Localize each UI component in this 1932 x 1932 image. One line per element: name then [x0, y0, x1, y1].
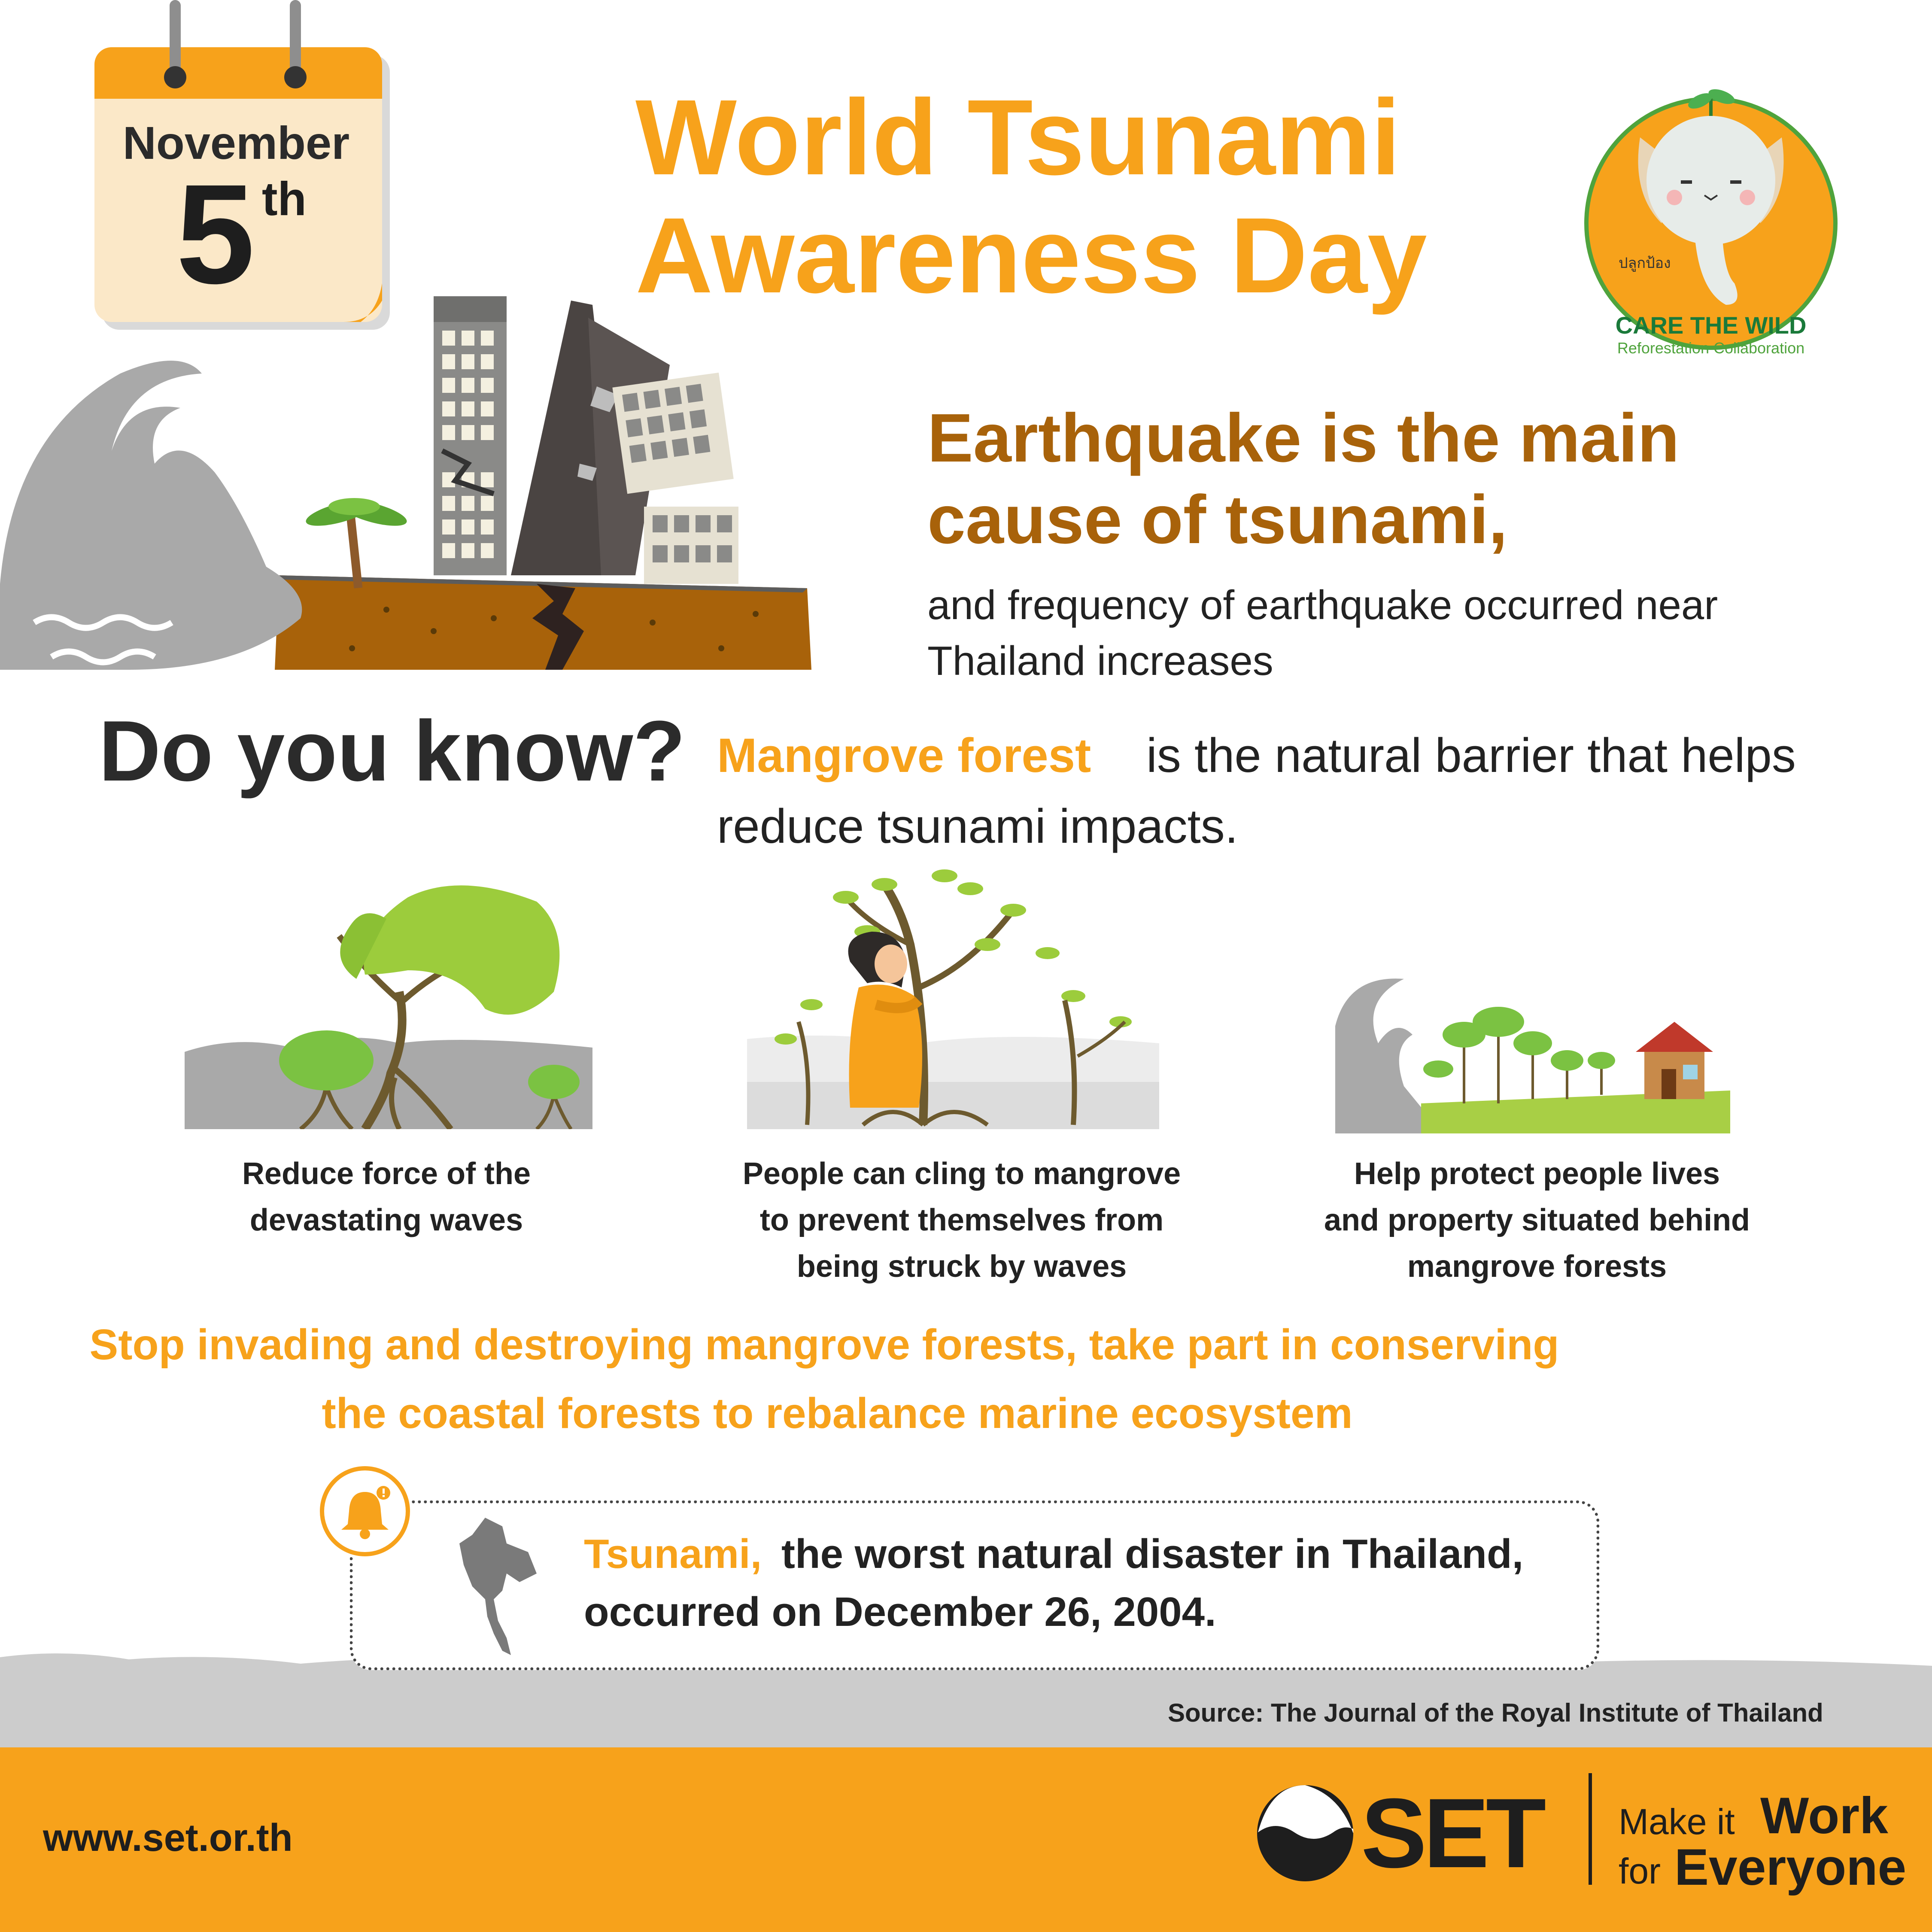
- elephant-mascot-icon: [1638, 89, 1784, 305]
- earthquake-headline-line1: Earthquake is the main: [927, 399, 1680, 476]
- logo-name: CARE THE WILD: [1615, 312, 1807, 339]
- calendar-rings-icon: [164, 0, 307, 88]
- logo-thai-label: ปลูกป้อง: [1619, 255, 1671, 271]
- mangrove-highlight: Mangrove forest: [717, 729, 1091, 782]
- tagline-everyone: Everyone: [1674, 1838, 1907, 1896]
- tagline-make-it: Make it: [1619, 1801, 1735, 1842]
- calendar: November 5 th: [94, 47, 382, 322]
- benefit-caption-2: People can cling to mangrove to prevent …: [704, 1151, 1219, 1290]
- benefit-caption-3-line2: and property situated behind: [1324, 1203, 1750, 1237]
- benefit-caption-1: Reduce force of the devastating waves: [172, 1151, 601, 1243]
- person-cling-tree-icon: [747, 869, 1159, 1129]
- calendar-day-suffix: th: [262, 173, 307, 225]
- earthquake-body-line1: and frequency of earthquake occurred nea…: [927, 582, 1718, 628]
- tagline-for: for: [1619, 1851, 1661, 1891]
- tsunami-city-illustration: [0, 296, 811, 670]
- notice-text-line1: the worst natural disaster in Thailand,: [781, 1531, 1524, 1577]
- calendar-month: November: [122, 117, 350, 169]
- house-protected-icon: [1335, 978, 1730, 1133]
- page-title-line1: World Tsunami: [635, 77, 1401, 197]
- logo-subtitle: Reforestation Collaboration: [1617, 339, 1805, 357]
- earthquake-headline-line2: cause of tsunami,: [927, 481, 1508, 558]
- care-the-wild-logo: [1584, 97, 1838, 350]
- benefit-caption-3-line1: Help protect people lives: [1354, 1157, 1720, 1191]
- benefit-caption-2-line2: to prevent themselves from: [759, 1203, 1164, 1237]
- mangrove-text-line2: reduce tsunami impacts.: [717, 799, 1238, 853]
- notice-text-line2: occurred on December 26, 2004.: [584, 1589, 1216, 1635]
- bottom-hills-decoration: [0, 1653, 1932, 1752]
- mangrove-roots-icon: [185, 885, 592, 1129]
- do-you-know-heading: Do you know?: [99, 703, 686, 799]
- set-logo-icon: [1257, 1785, 1353, 1881]
- benefit-caption-1-line1: Reduce force of the: [242, 1157, 531, 1191]
- page-title-line2: Awareness Day: [635, 195, 1427, 315]
- notice-highlight: Tsunami,: [584, 1531, 762, 1577]
- calendar-header-bar: [94, 47, 382, 99]
- thailand-map-icon: [459, 1518, 537, 1655]
- benefit-caption-2-line3: being struck by waves: [796, 1249, 1127, 1284]
- source-citation: Source: The Journal of the Royal Institu…: [1168, 1698, 1823, 1727]
- tagline-work: Work: [1760, 1787, 1888, 1844]
- footer-bar: [0, 1747, 1932, 1932]
- benefit-caption-2-line1: People can cling to mangrove: [742, 1157, 1181, 1191]
- footer-divider: [1589, 1773, 1592, 1885]
- mangrove-text-line1: is the natural barrier that helps: [1146, 729, 1796, 782]
- benefit-caption-1-line2: devastating waves: [249, 1203, 523, 1237]
- set-brand-text: SET: [1361, 1778, 1546, 1888]
- bell-icon: [341, 1486, 390, 1539]
- benefit-caption-3: Help protect people lives and property s…: [1297, 1151, 1777, 1290]
- website-link[interactable]: www.set.or.th: [43, 1817, 293, 1859]
- benefit-caption-3-line3: mangrove forests: [1407, 1249, 1667, 1284]
- notice-box: [350, 1501, 1599, 1670]
- earthquake-body-line2: Thailand increases: [927, 638, 1273, 684]
- calendar-day: 5: [176, 155, 255, 313]
- call-to-action-line1: Stop invading and destroying mangrove fo…: [89, 1321, 1559, 1369]
- call-to-action-line2: the coastal forests to rebalance marine …: [322, 1389, 1353, 1437]
